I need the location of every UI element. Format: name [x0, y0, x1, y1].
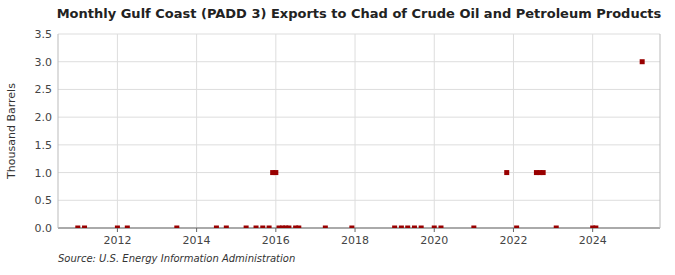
- point: [593, 226, 598, 229]
- x-tick-label: 2020: [420, 234, 448, 247]
- point: [541, 170, 546, 175]
- x-grid-line: [117, 34, 118, 228]
- x-grid-line: [434, 34, 435, 228]
- x-tick-label: 2016: [262, 234, 290, 247]
- point: [399, 226, 404, 229]
- y-grid-line: [58, 34, 660, 35]
- y-axis-line: [58, 34, 59, 228]
- x-grid-line: [513, 34, 514, 228]
- point: [174, 226, 179, 229]
- y-tick-label: 3.0: [35, 56, 53, 69]
- y-tick-label: 0.5: [35, 194, 53, 207]
- point: [640, 59, 645, 64]
- point: [405, 226, 410, 229]
- x-tick: [355, 228, 356, 232]
- point: [260, 226, 265, 229]
- x-grid-line: [355, 34, 356, 228]
- points: [75, 59, 644, 228]
- y-grid-line: [58, 144, 660, 145]
- y-tick-label: 2.5: [35, 83, 53, 96]
- point: [323, 226, 328, 229]
- x-tick-label: 2018: [341, 234, 369, 247]
- source-note: Source: U.S. Energy Information Administ…: [58, 253, 295, 264]
- point: [432, 226, 437, 229]
- x-tick-label: 2022: [499, 234, 527, 247]
- point: [75, 226, 80, 229]
- x-grid-line: [196, 34, 197, 228]
- x-tick: [275, 228, 276, 232]
- y-grid-line: [58, 172, 660, 173]
- x-tick: [592, 228, 593, 232]
- x-grid-line: [592, 34, 593, 228]
- point: [438, 226, 443, 229]
- point: [554, 226, 559, 229]
- x-tick: [117, 228, 118, 232]
- x-tick: [196, 228, 197, 232]
- point: [273, 170, 278, 175]
- x-tick-label: 2012: [103, 234, 131, 247]
- y-grid-line: [58, 228, 660, 229]
- point: [125, 226, 130, 229]
- y-tick-label: 1.5: [35, 139, 53, 152]
- point: [504, 170, 509, 175]
- point: [254, 226, 259, 229]
- title: Monthly Gulf Coast (PADD 3) Exports to C…: [57, 6, 662, 21]
- point: [82, 226, 87, 229]
- point: [419, 226, 424, 229]
- chart: Monthly Gulf Coast (PADD 3) Exports to C…: [0, 0, 675, 275]
- y-grid-line: [58, 89, 660, 90]
- y-grid-line: [58, 200, 660, 201]
- point: [224, 226, 229, 229]
- x-tick: [513, 228, 514, 232]
- x-tick-label: 2024: [579, 234, 607, 247]
- y-axis-label: Thousand Barrels: [5, 83, 18, 180]
- grid: [58, 34, 660, 228]
- y-grid-line: [58, 61, 660, 62]
- point: [244, 226, 249, 229]
- plot-frame: [660, 34, 661, 228]
- point: [392, 226, 397, 229]
- y-tick-label: 0.0: [35, 222, 53, 235]
- x-grid-line: [275, 34, 276, 228]
- point: [214, 226, 219, 229]
- y-grid-line: [58, 117, 660, 118]
- point: [471, 226, 476, 229]
- point: [514, 226, 519, 229]
- y-tick-label: 1.0: [35, 167, 53, 180]
- point: [349, 226, 354, 229]
- x-tick-label: 2014: [183, 234, 211, 247]
- x-tick: [434, 228, 435, 232]
- point: [267, 226, 272, 229]
- point: [286, 226, 291, 229]
- point: [115, 226, 120, 229]
- point: [296, 226, 301, 229]
- y-tick-label: 2.0: [35, 111, 53, 124]
- x-axis-line: [58, 228, 660, 229]
- point: [412, 226, 417, 229]
- y-tick-label: 3.5: [35, 28, 53, 41]
